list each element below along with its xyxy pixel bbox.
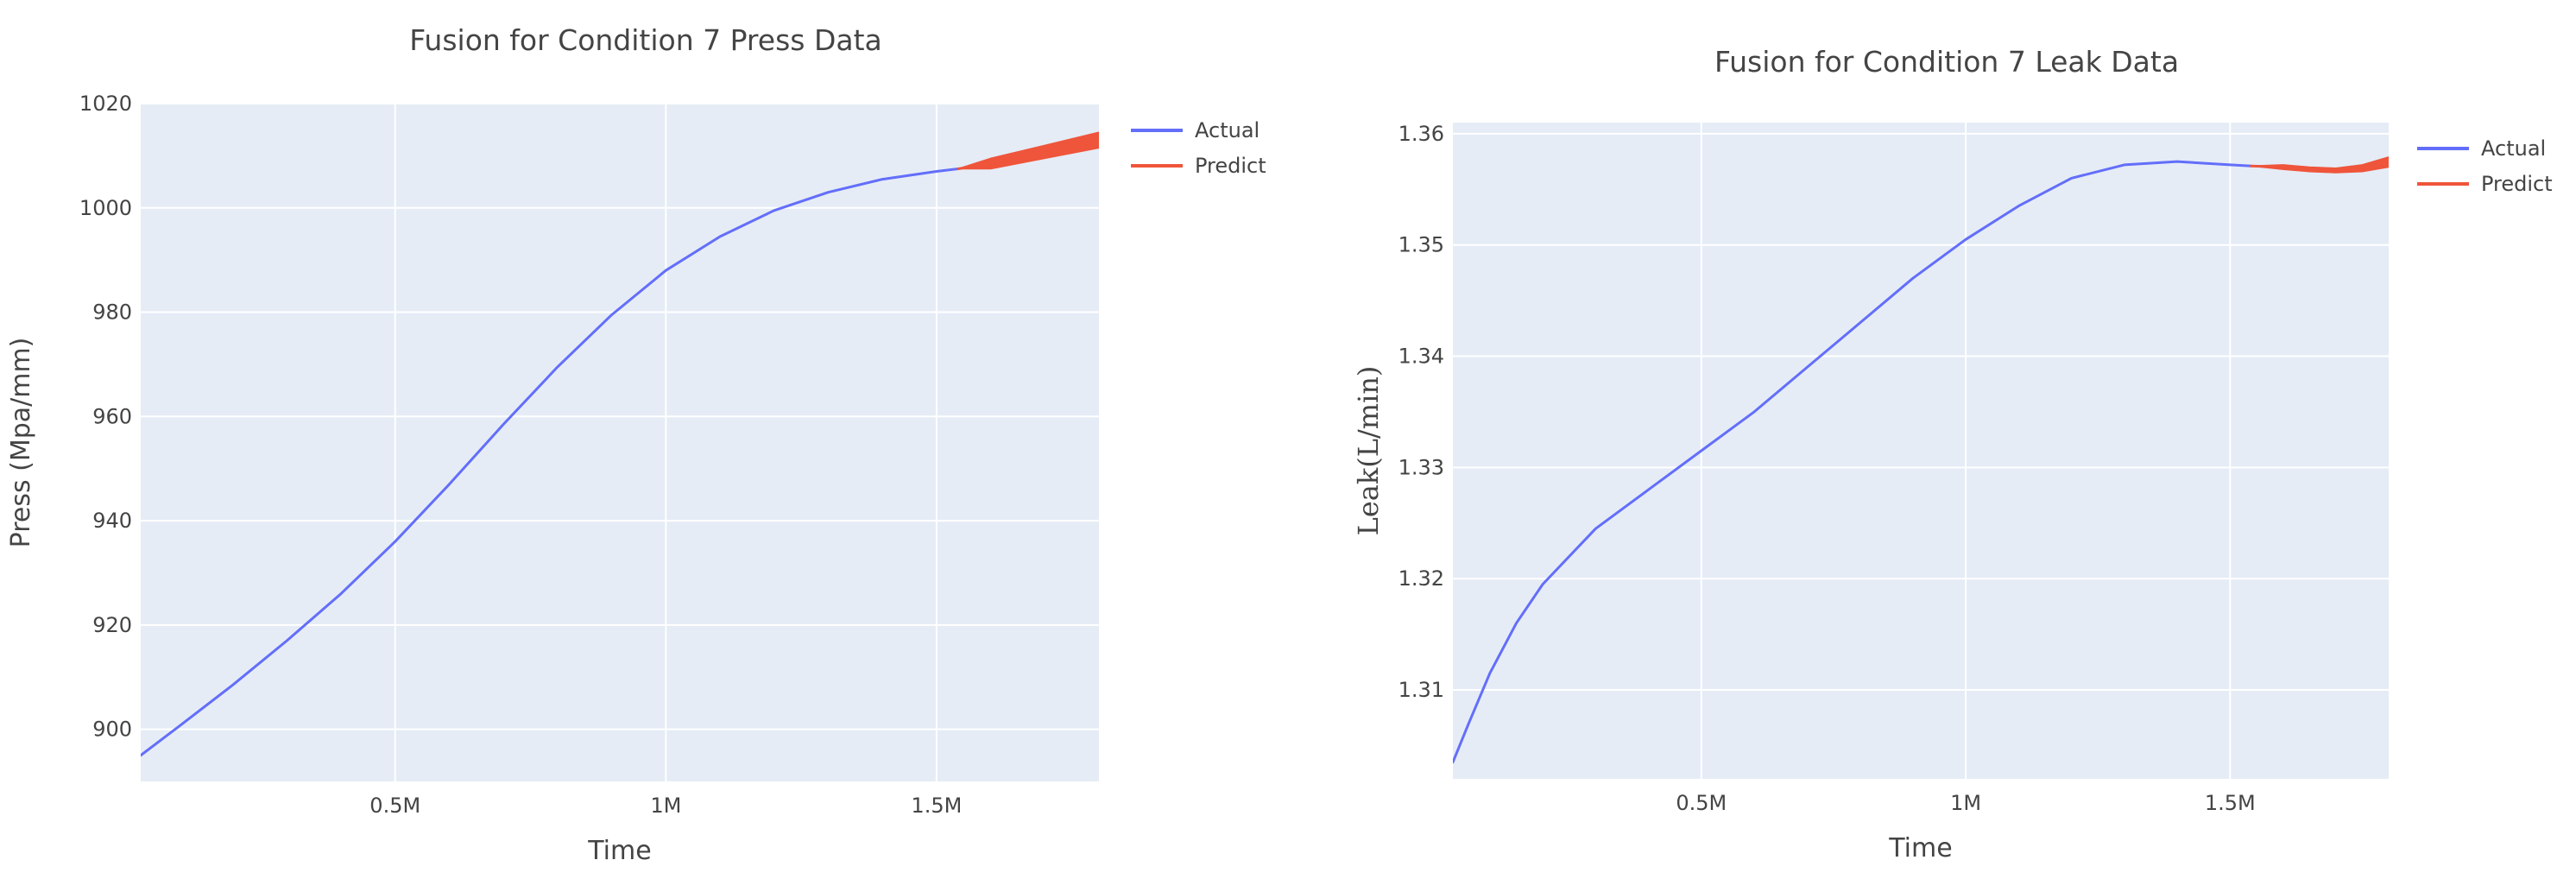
legend[interactable]: Actual Predict: [2417, 136, 2553, 196]
y-tick-label: 1000: [79, 196, 132, 220]
y-axis-title: Press (Mpa/mm): [6, 338, 36, 548]
x-tick-label: 0.5M: [369, 794, 420, 818]
series-line-actual: [1453, 160, 2253, 764]
x-tick-label: 1.5M: [2205, 791, 2256, 815]
x-axis-title: Time: [587, 836, 651, 866]
y-tick-label: 1.31: [1398, 678, 1444, 702]
chart-2: 0.5M 1M 1.5M 1.31 1.32 1.33 1.34 1.35 1.36 Fusion…: [1352, 45, 2553, 863]
y-tick-label: 980: [92, 300, 132, 325]
chart-title: Fusion for Condition 7 Press Data: [409, 23, 882, 57]
legend-item-predict[interactable]: Predict: [2481, 172, 2553, 196]
legend[interactable]: Actual Predict: [1131, 118, 1266, 178]
x-axis-title: Time: [1888, 833, 1952, 863]
y-tick-label: 940: [92, 509, 132, 533]
series-band-predict: [957, 131, 1099, 170]
plot-area: [141, 104, 1099, 781]
y-tick-label: 920: [92, 613, 132, 637]
y-axis-title: Leak(L/min): [1352, 366, 1385, 536]
y-tick-label: 1.34: [1398, 345, 1444, 369]
y-tick-label: 900: [92, 718, 132, 742]
x-tick-label: 1M: [1950, 791, 1981, 815]
plot-area: [1453, 123, 2389, 779]
series-group: [141, 131, 1099, 757]
x-tick-label: 1.5M: [911, 794, 962, 818]
chart-1: 0.5M 1M 1.5M 900 920 940 960 980 1000 1020 Fusion …: [6, 23, 1266, 866]
y-tick-label: 1.33: [1398, 455, 1444, 479]
y-tick-label: 960: [92, 404, 132, 428]
legend-item-actual[interactable]: Actual: [2481, 136, 2546, 161]
y-tick-label: 1020: [79, 92, 132, 116]
legend-item-actual[interactable]: Actual: [1195, 118, 1260, 142]
x-tick-label: 0.5M: [1676, 791, 1727, 815]
legend-item-predict[interactable]: Predict: [1195, 154, 1266, 178]
x-tick-label: 1M: [650, 794, 681, 818]
series-line-actual: [141, 168, 960, 757]
series-line-predict: [957, 136, 1099, 170]
chart-title: Fusion for Condition 7 Leak Data: [1714, 45, 2179, 79]
y-tick-label: 1.32: [1398, 566, 1444, 591]
y-tick-label: 1.36: [1398, 122, 1444, 146]
series-group: [1453, 156, 2389, 764]
y-tick-label: 1.35: [1398, 233, 1444, 257]
series-line-predict: [2250, 161, 2389, 172]
